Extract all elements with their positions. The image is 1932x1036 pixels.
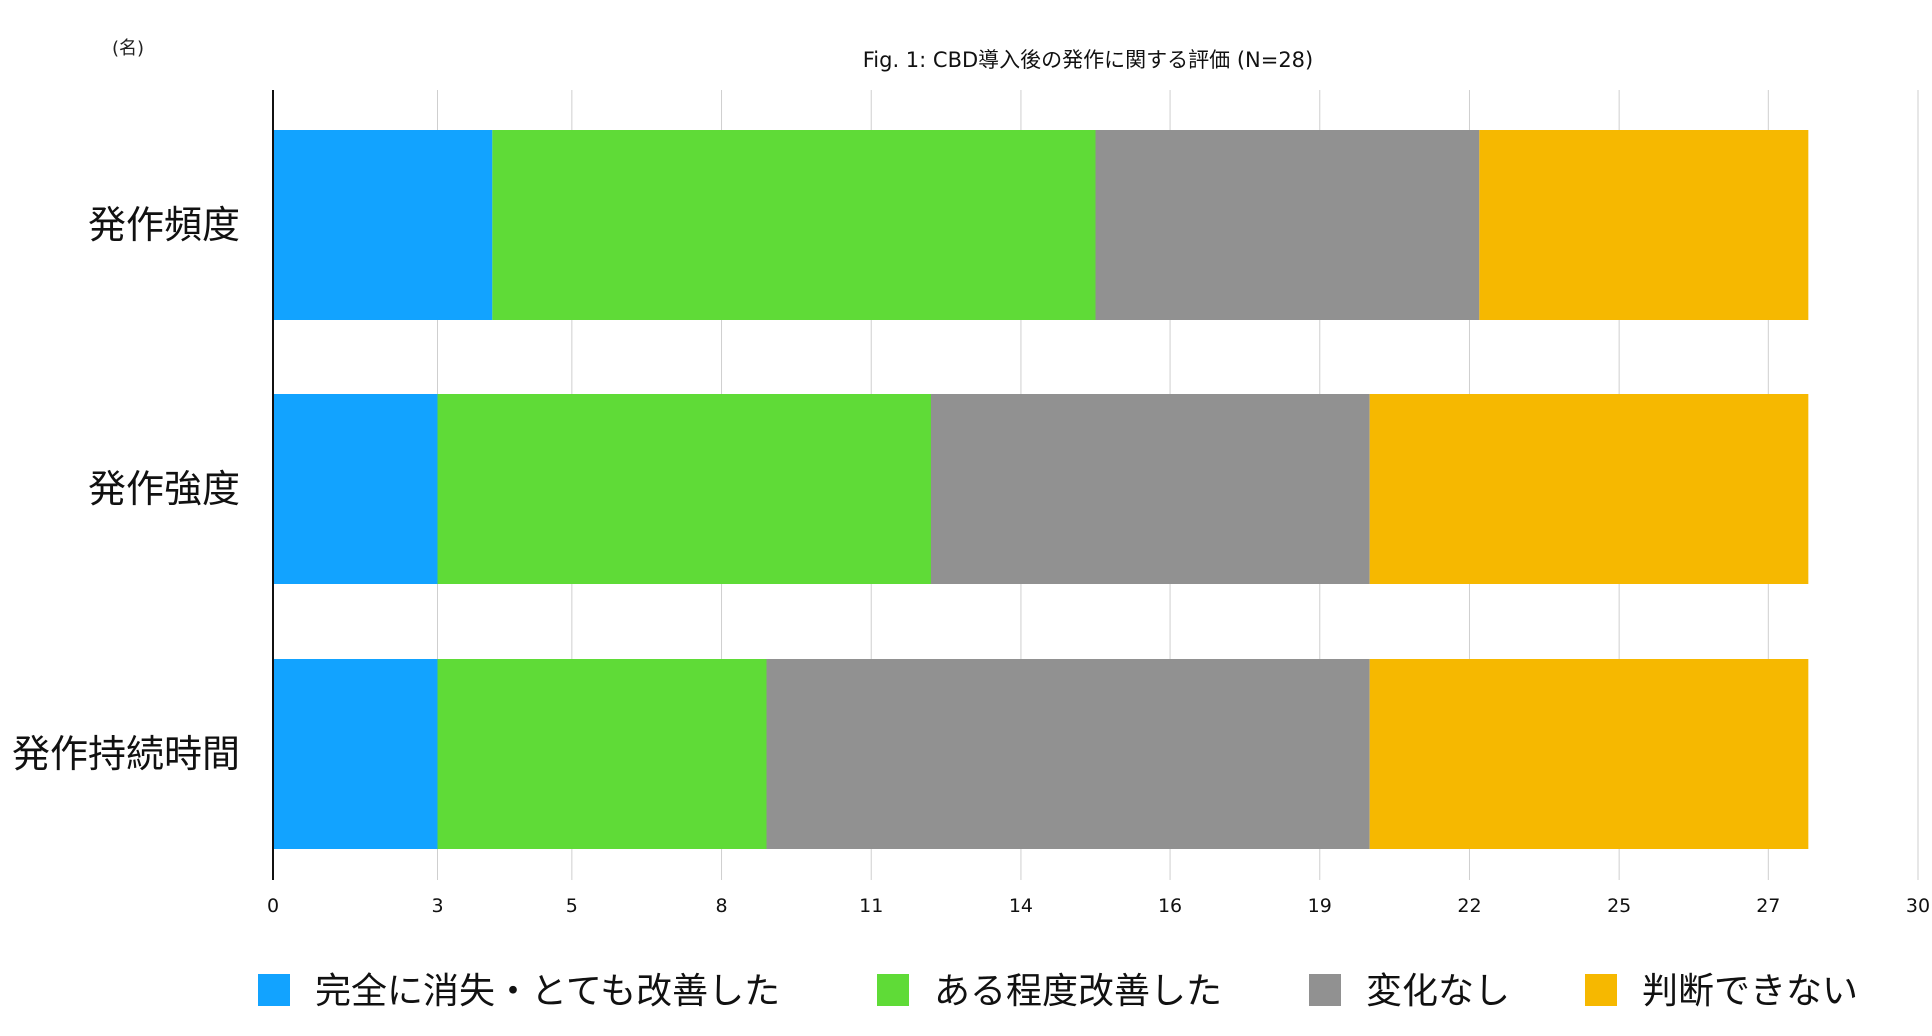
- category-label: 発作持続時間: [12, 732, 240, 776]
- x-tick-label: 11: [859, 895, 883, 917]
- legend-item: 判断できない: [1585, 971, 1858, 1012]
- x-tick-label: 0: [267, 895, 279, 917]
- legend-swatch: [1585, 974, 1617, 1006]
- chart-title: Fig. 1: CBD導入後の発作に関する評価 (N=28): [863, 48, 1314, 72]
- x-tick-label: 8: [715, 895, 727, 917]
- legend-label: ある程度改善した: [934, 971, 1222, 1012]
- bar-segment: [437, 659, 767, 849]
- legend-swatch: [877, 974, 909, 1006]
- x-tick-label: 25: [1607, 895, 1631, 917]
- bar-segment: [1369, 394, 1809, 584]
- x-tick-label: 16: [1158, 895, 1182, 917]
- unit-label: (名): [112, 38, 144, 59]
- legend-item: 完全に消失・とても改善した: [258, 971, 780, 1012]
- x-tick-labels: 0 3 5 8 11 14 16 19 22 25 27 30: [267, 895, 1930, 917]
- x-tick-label: 3: [431, 895, 443, 917]
- x-tick-label: 14: [1009, 895, 1033, 917]
- legend-label: 完全に消失・とても改善した: [315, 971, 780, 1012]
- category-label: 発作頻度: [88, 203, 240, 247]
- x-tick-label: 5: [566, 895, 578, 917]
- bar-segment: [1369, 659, 1809, 849]
- legend-label: 判断できない: [1642, 971, 1858, 1012]
- bar-segment: [273, 130, 493, 320]
- category-label: 発作強度: [88, 467, 240, 511]
- x-tick-label: 30: [1906, 895, 1930, 917]
- x-tick-label: 22: [1457, 895, 1481, 917]
- bar-segment: [766, 659, 1370, 849]
- bars: [273, 130, 1809, 849]
- bar-segment: [437, 394, 931, 584]
- x-tick-label: 19: [1308, 895, 1332, 917]
- legend-swatch: [258, 974, 290, 1006]
- x-tick-label: 27: [1756, 895, 1780, 917]
- legend-label: 変化なし: [1366, 971, 1510, 1012]
- bar-segment: [273, 659, 438, 849]
- bar-segment: [273, 394, 438, 584]
- bar-segment: [1095, 130, 1480, 320]
- bar-segment: [1479, 130, 1809, 320]
- legend-swatch: [1309, 974, 1341, 1006]
- bar-segment: [931, 394, 1370, 584]
- legend: 完全に消失・とても改善した ある程度改善した 変化なし 判断できない: [258, 971, 1858, 1012]
- legend-item: 変化なし: [1309, 971, 1510, 1012]
- bar-segment: [492, 130, 1096, 320]
- legend-item: ある程度改善した: [877, 971, 1222, 1012]
